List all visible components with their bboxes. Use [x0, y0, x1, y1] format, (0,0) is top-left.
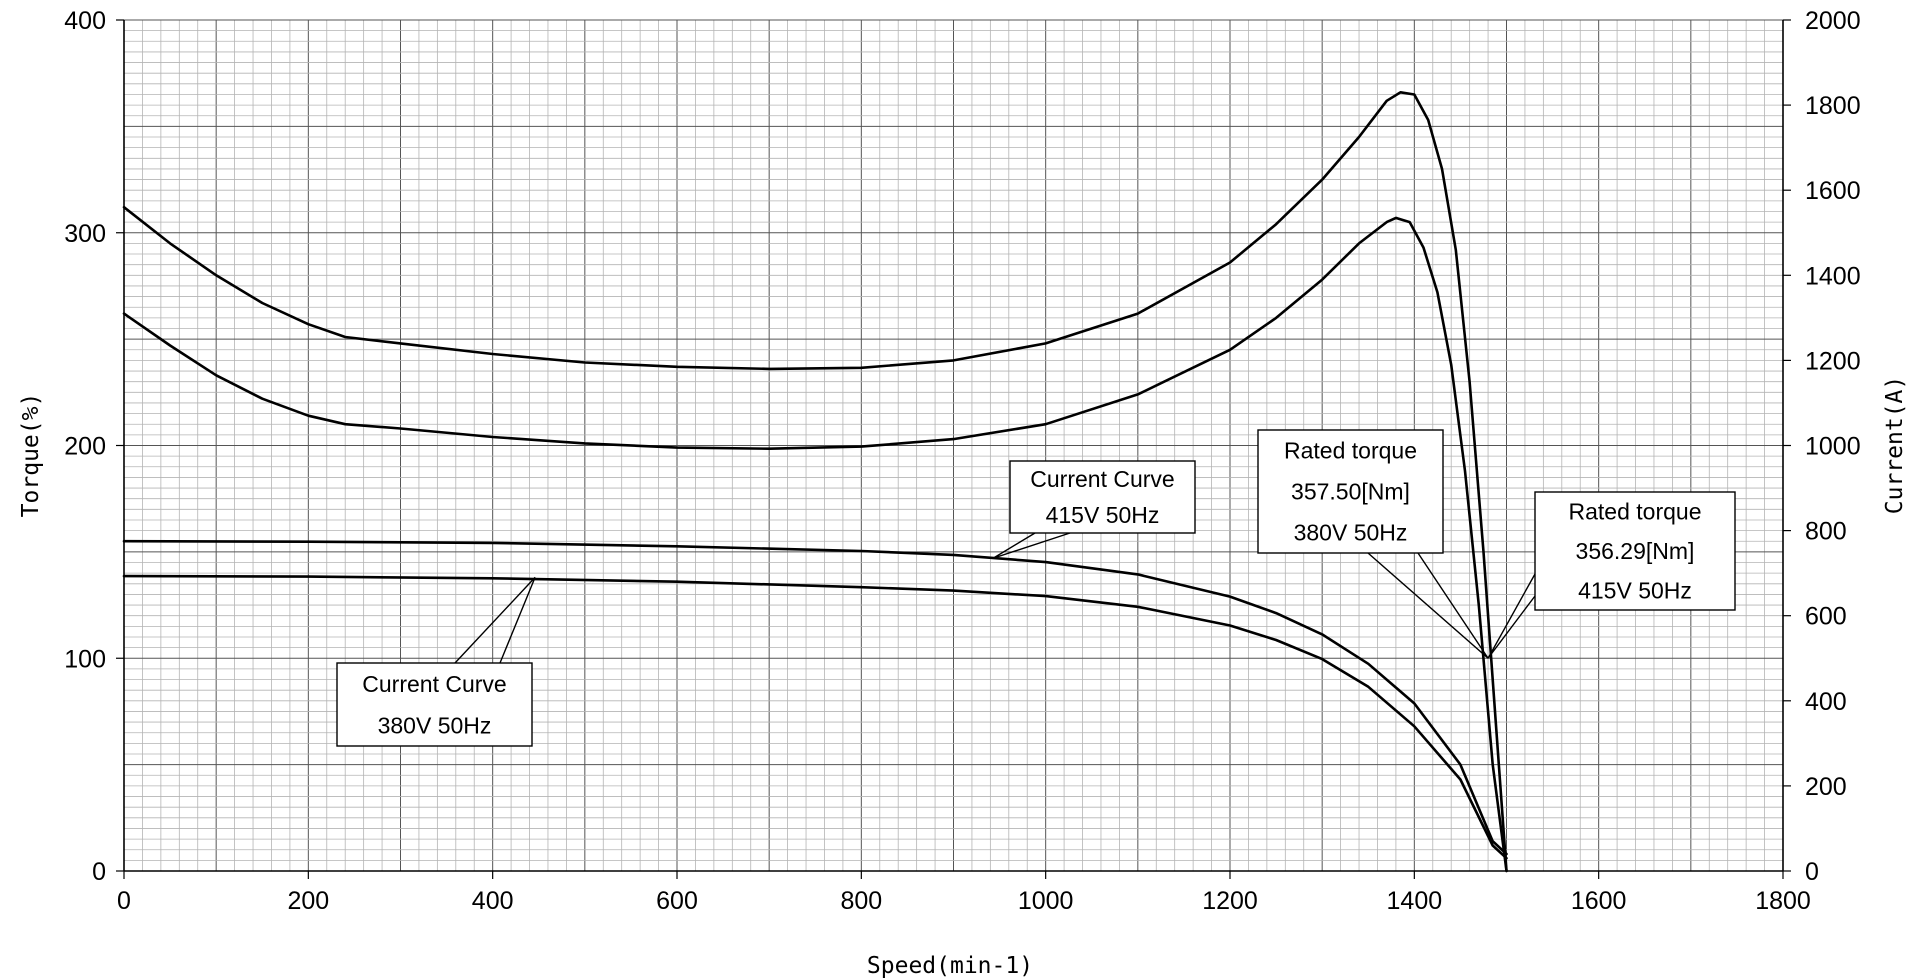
x-tick-label: 1600 [1571, 887, 1627, 915]
x-tick-label: 1000 [1018, 887, 1074, 915]
x-tick-label: 1200 [1202, 887, 1258, 915]
callout-text: 380V 50Hz [1294, 520, 1408, 546]
y2-tick-label: 1200 [1805, 347, 1861, 375]
x-tick-label: 0 [117, 887, 131, 915]
x-tick-label: 400 [472, 887, 514, 915]
callout-text: 356.29[Nm] [1576, 538, 1695, 564]
callout-text: Rated torque [1569, 499, 1702, 525]
y2-tick-label: 1000 [1805, 433, 1861, 461]
callout-text: 357.50[Nm] [1291, 479, 1410, 505]
annotation-callout: Rated torque 357.50[Nm] 380V 50Hz [1257, 429, 1489, 659]
x-tick-label: 1400 [1387, 887, 1443, 915]
y-tick-label: 400 [64, 7, 106, 35]
y2-axis-title: Current(A) [1882, 376, 1908, 514]
annotations: Current Curve 415V 50Hz Current Curve 380V … [336, 429, 1736, 747]
annotation-callout: Current Curve 415V 50Hz [992, 460, 1196, 559]
y2-tick-label: 1600 [1805, 177, 1861, 205]
y-tick-label: 200 [64, 433, 106, 461]
callout-box [1009, 460, 1196, 534]
callout-pointer [454, 576, 536, 664]
torque-curve-line-1 [122, 91, 1508, 873]
y2-tick-label: 800 [1805, 518, 1847, 546]
y2-tick-label: 0 [1805, 858, 1819, 886]
callout-text: Rated torque [1284, 438, 1417, 464]
callout-box [1257, 429, 1444, 554]
x-tick-label: 200 [287, 887, 329, 915]
y2-tick-label: 600 [1805, 603, 1847, 631]
tick-labels: 0 200 400 600 800 1000 1200 1400 1600 18000100200… [64, 7, 1860, 915]
y-tick-label: 300 [64, 220, 106, 248]
y2-tick-label: 200 [1805, 773, 1847, 801]
y2-tick-label: 400 [1805, 688, 1847, 716]
callout-text: Current Curve [1030, 466, 1174, 492]
y2-tick-label: 1800 [1805, 92, 1861, 120]
current-curve-line-4 [122, 574, 1508, 860]
x-tick-label: 600 [656, 887, 698, 915]
y-tick-label: 0 [92, 858, 106, 886]
callout-box [336, 662, 533, 747]
x-tick-label: 1800 [1755, 887, 1811, 915]
annotation-callout: Rated torque 356.29[Nm] 415V 50Hz [1487, 491, 1736, 659]
callout-text: 415V 50Hz [1046, 502, 1160, 528]
callout-text: Current Curve [362, 671, 506, 697]
callout-text: 380V 50Hz [378, 712, 492, 738]
y-axis-title: Torque(%) [18, 393, 44, 518]
torque-curve-line-2 [122, 216, 1508, 873]
callout-box [1534, 491, 1736, 611]
callout-pointer [992, 532, 1071, 559]
axes [116, 19, 1791, 879]
annotation-callout: Current Curve 380V 50Hz [336, 576, 536, 747]
x-tick-label: 800 [840, 887, 882, 915]
callout-pointer [1487, 573, 1536, 659]
current-curve-line-3 [122, 539, 1508, 856]
y2-tick-label: 2000 [1805, 7, 1861, 35]
series-group [122, 91, 1508, 873]
y2-tick-label: 1400 [1805, 262, 1861, 290]
x-axis-title: Speed(min-1) [867, 953, 1033, 979]
y-tick-label: 100 [64, 645, 106, 673]
callout-text: 415V 50Hz [1578, 577, 1692, 603]
